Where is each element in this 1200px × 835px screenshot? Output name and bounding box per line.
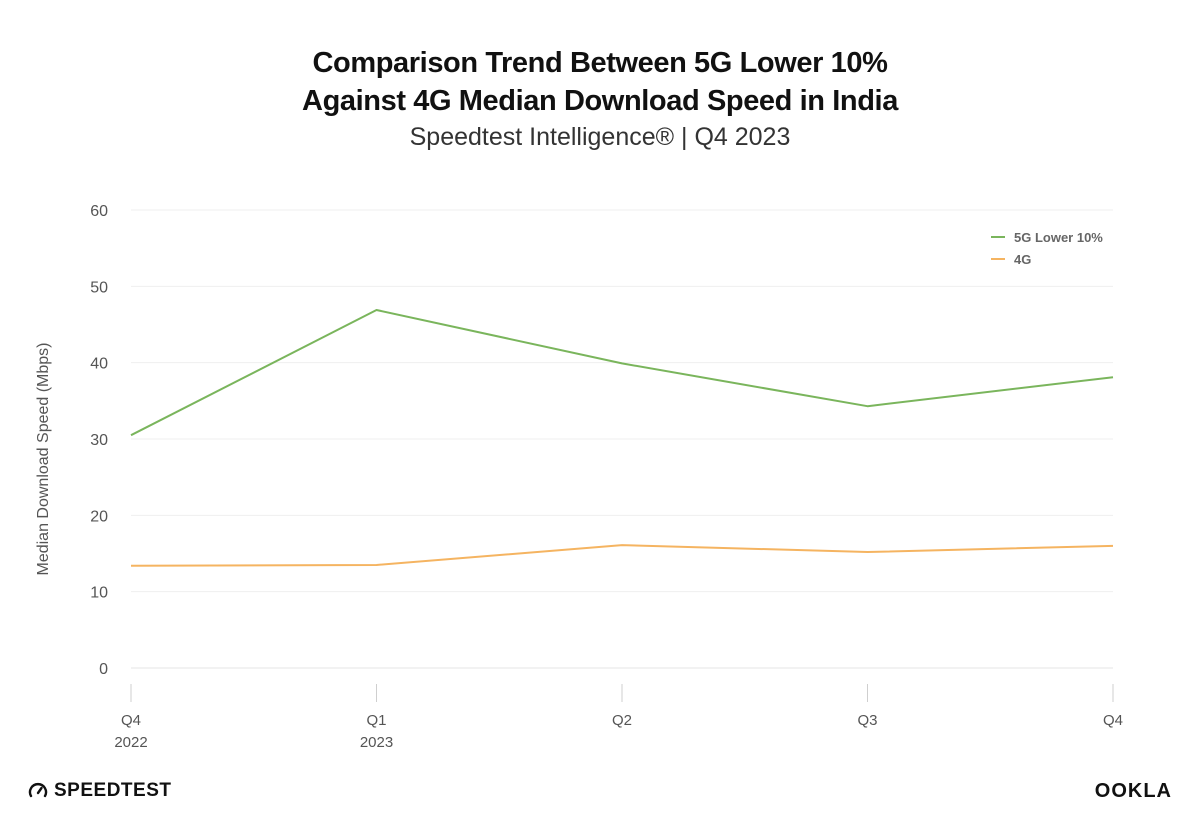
series-line <box>130 544 1114 567</box>
x-tick-label: Q4 <box>121 712 141 729</box>
x-tick-label: Q4 <box>1103 712 1123 729</box>
y-tick-label: 40 <box>90 356 108 373</box>
speedtest-logo: SPEEDTEST <box>28 780 171 802</box>
y-tick-label: 60 <box>90 203 108 220</box>
x-tick-year-label: 2023 <box>360 734 393 751</box>
y-tick-label: 10 <box>90 585 108 602</box>
x-tick-label: Q3 <box>857 712 877 729</box>
x-tick-year-label: 2022 <box>114 734 147 751</box>
y-tick-label: 30 <box>90 432 108 449</box>
ookla-logo: OOKLA <box>1094 780 1172 802</box>
chart-title-line-2: Against 4G Median Download Speed in Indi… <box>302 85 898 117</box>
legend-label: 4G <box>1014 252 1031 267</box>
chart-title-block: Comparison Trend Between 5G Lower 10% Ag… <box>0 44 1200 154</box>
chart-subtitle: Speedtest Intelligence® | Q4 2023 <box>409 123 791 151</box>
x-tick-label: Q1 <box>366 712 386 729</box>
speedometer-icon <box>28 783 48 798</box>
y-tick-label: 20 <box>90 508 108 525</box>
series-line <box>130 309 1114 437</box>
y-axis-title: Median Download Speed (Mbps) <box>35 342 52 575</box>
x-tick-label: Q2 <box>612 712 632 729</box>
y-tick-label: 0 <box>99 661 108 678</box>
chart-title-line-1: Comparison Trend Between 5G Lower 10% <box>312 47 888 79</box>
speedtest-logo-text: SPEEDTEST <box>54 780 172 801</box>
legend-label: 5G Lower 10% <box>1014 230 1103 245</box>
y-tick-label: 50 <box>90 279 108 296</box>
